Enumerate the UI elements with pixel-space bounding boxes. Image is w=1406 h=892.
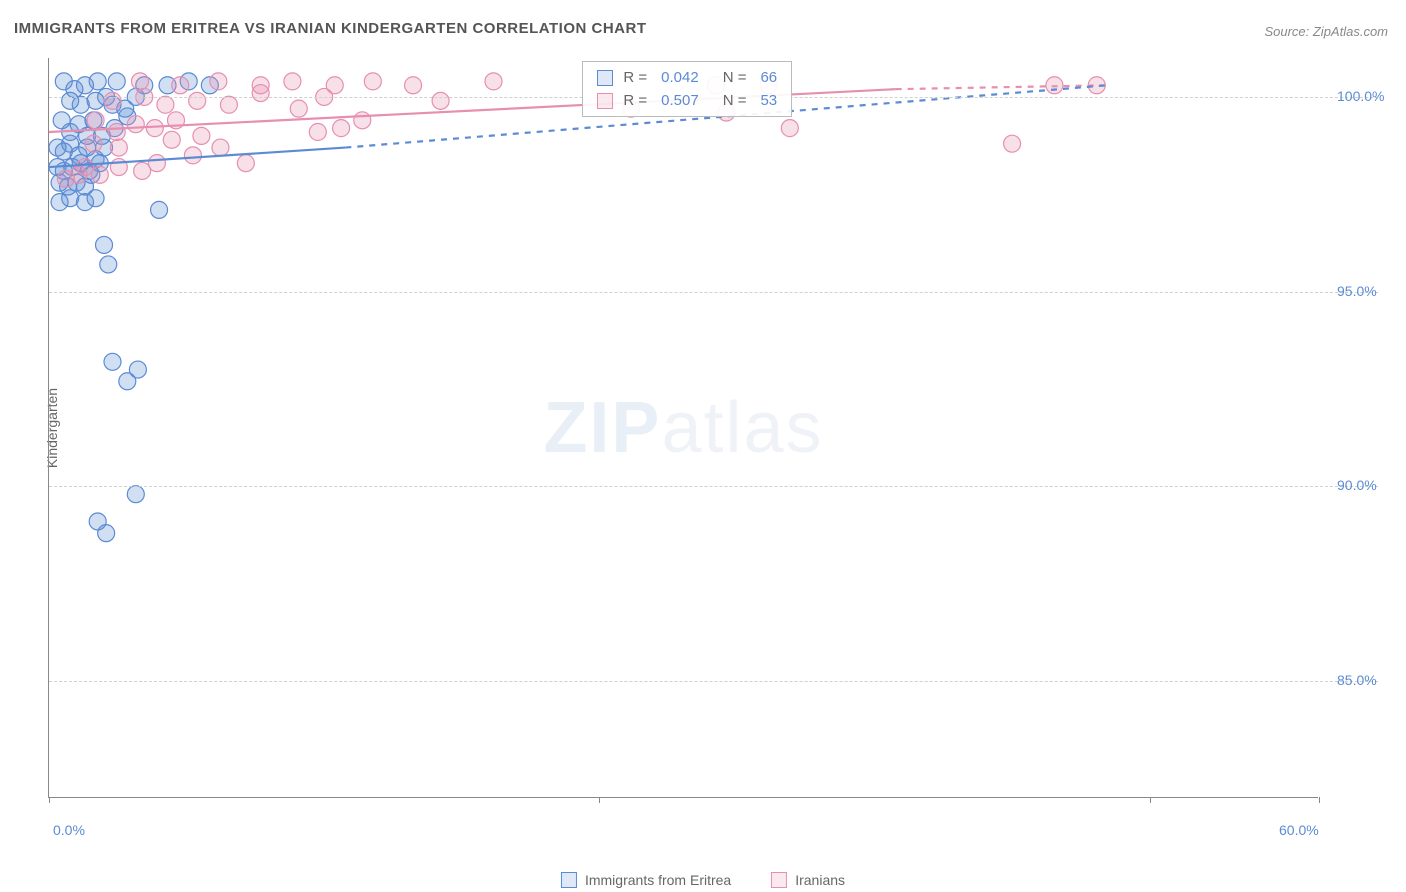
data-point [333, 120, 350, 137]
chart-container: Kindergarten ZIPatlas 85.0%90.0%95.0%100… [48, 58, 1388, 798]
y-tick-label: 85.0% [1337, 672, 1377, 688]
legend-item: Iranians [771, 872, 845, 888]
legend-swatch [597, 93, 613, 109]
legend-n-label: N = [723, 92, 747, 109]
data-point [72, 96, 89, 113]
legend-n-label: N = [723, 69, 747, 86]
data-point [163, 131, 180, 148]
data-point [98, 525, 115, 542]
data-point [89, 73, 106, 90]
x-tick [49, 797, 50, 803]
data-point [132, 73, 149, 90]
data-point [87, 112, 104, 129]
data-point [212, 139, 229, 156]
data-point [184, 147, 201, 164]
data-point [284, 73, 301, 90]
legend-swatch [771, 872, 787, 888]
data-point [354, 112, 371, 129]
legend-n-value: 53 [760, 92, 777, 109]
data-point [62, 190, 79, 207]
plot-area: ZIPatlas 85.0%90.0%95.0%100.0%0.0%60.0%R… [48, 58, 1318, 798]
y-tick-label: 95.0% [1337, 283, 1377, 299]
data-point [119, 373, 136, 390]
data-point [157, 96, 174, 113]
y-tick-label: 90.0% [1337, 477, 1377, 493]
source-label: Source: ZipAtlas.com [1264, 24, 1388, 39]
legend-stat-row: R = 0.507 N = 53 [583, 89, 791, 112]
legend-stat-row: R = 0.042 N = 66 [583, 66, 791, 89]
data-point [91, 166, 108, 183]
data-point [85, 135, 102, 152]
x-tick [1150, 797, 1151, 803]
data-point [146, 120, 163, 137]
data-point [104, 92, 121, 109]
x-tick-label: 0.0% [53, 822, 85, 838]
legend-n-value: 66 [760, 69, 777, 86]
legend-bottom: Immigrants from Eritrea Iranians [561, 872, 845, 888]
data-point [252, 85, 269, 102]
data-point [220, 96, 237, 113]
data-point [189, 92, 206, 109]
legend-item: Immigrants from Eritrea [561, 872, 731, 888]
legend-series-name: Immigrants from Eritrea [585, 872, 731, 888]
data-point [364, 73, 381, 90]
data-point [127, 486, 144, 503]
data-point [172, 77, 189, 94]
chart-svg [49, 58, 1319, 798]
data-point [1004, 135, 1021, 152]
gridline-h [49, 486, 1378, 487]
data-point [151, 201, 168, 218]
x-tick [599, 797, 600, 803]
data-point [110, 139, 127, 156]
gridline-h [49, 292, 1378, 293]
data-point [210, 73, 227, 90]
data-point [100, 256, 117, 273]
legend-r-value: 0.507 [661, 92, 699, 109]
chart-title: IMMIGRANTS FROM ERITREA VS IRANIAN KINDE… [14, 20, 647, 37]
y-tick-label: 100.0% [1337, 88, 1384, 104]
data-point [485, 73, 502, 90]
data-point [290, 100, 307, 117]
data-point [108, 73, 125, 90]
data-point [104, 353, 121, 370]
data-point [405, 77, 422, 94]
x-tick [1319, 797, 1320, 803]
legend-swatch [597, 70, 613, 86]
data-point [193, 127, 210, 144]
data-point [70, 166, 87, 183]
legend-swatch [561, 872, 577, 888]
legend-r-value: 0.042 [661, 69, 699, 86]
data-point [237, 155, 254, 172]
legend-stats: R = 0.042 N = 66 R = 0.507 N = 53 [582, 61, 792, 117]
data-point [781, 120, 798, 137]
legend-r-label: R = [623, 92, 647, 109]
data-point [134, 162, 151, 179]
data-point [309, 124, 326, 141]
x-tick-label: 60.0% [1279, 822, 1319, 838]
data-point [87, 190, 104, 207]
gridline-h [49, 681, 1378, 682]
legend-series-name: Iranians [795, 872, 845, 888]
data-point [432, 92, 449, 109]
data-point [96, 236, 113, 253]
legend-r-label: R = [623, 69, 647, 86]
data-point [108, 124, 125, 141]
data-point [127, 116, 144, 133]
